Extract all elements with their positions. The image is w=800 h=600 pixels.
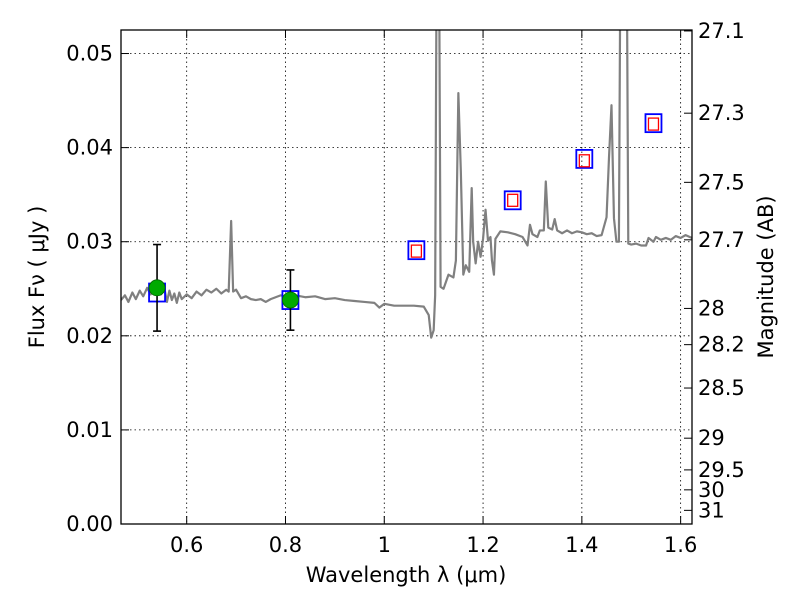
right-tick-label: 28.2	[698, 333, 745, 357]
y-axis-label: Flux Fν ( μJy )	[25, 206, 49, 349]
y-tick-label: 0.05	[66, 42, 113, 66]
error-bars	[148, 243, 299, 332]
observed-photometry-point	[282, 291, 299, 309]
upper-limit-square	[410, 244, 423, 258]
upper-limit-square	[647, 117, 660, 131]
plot-area	[121, 30, 692, 524]
spectrum-line	[121, 30, 692, 339]
observed-photometry-point	[148, 279, 166, 297]
right-tick-label: 30	[698, 478, 725, 502]
ticks: 0.6 0.8 1 1.2 1.4 1.6 0.00 0.01 0.02 0.03 0.04 0.05…	[66, 19, 745, 557]
right-tick-label: 29	[698, 426, 725, 450]
x-tick-label: 1	[378, 533, 391, 557]
y-tick-label: 0.04	[66, 136, 113, 160]
plot-frame	[120, 29, 693, 525]
right-tick-label: 28	[698, 296, 725, 320]
x-tick-label: 0.8	[269, 533, 302, 557]
y-tick-label: 0.02	[66, 324, 113, 348]
data-layer	[121, 30, 692, 339]
right-tick-label: 29.5	[698, 458, 745, 482]
upper-limit-square	[578, 154, 590, 168]
y-tick-label: 0.01	[66, 418, 113, 442]
model-photometry-square	[407, 240, 426, 261]
model-photometry-square	[575, 149, 594, 169]
model-photometry-square	[644, 113, 663, 134]
right-tick-label: 27.5	[698, 170, 745, 194]
grid	[121, 30, 692, 524]
x-axis-label: Wavelength λ (μm)	[306, 563, 507, 587]
x-tick-label: 1.6	[664, 533, 697, 557]
upper-limit-square	[507, 193, 519, 207]
right-tick-label: 27.7	[698, 228, 745, 252]
right-tick-label: 28.5	[698, 376, 745, 400]
x-tick-label: 1.4	[565, 533, 598, 557]
y-axis-label-right: Magnitude (AB)	[754, 195, 778, 358]
model-photometry-square	[503, 190, 522, 211]
y-tick-label: 0.00	[66, 512, 113, 536]
y-tick-label: 0.03	[66, 230, 113, 254]
right-tick-label: 27.1	[698, 19, 745, 43]
right-tick-label: 31	[698, 498, 725, 522]
x-tick-label: 0.6	[170, 533, 203, 557]
right-tick-label: 27.3	[698, 101, 745, 125]
x-tick-label: 1.2	[466, 533, 499, 557]
